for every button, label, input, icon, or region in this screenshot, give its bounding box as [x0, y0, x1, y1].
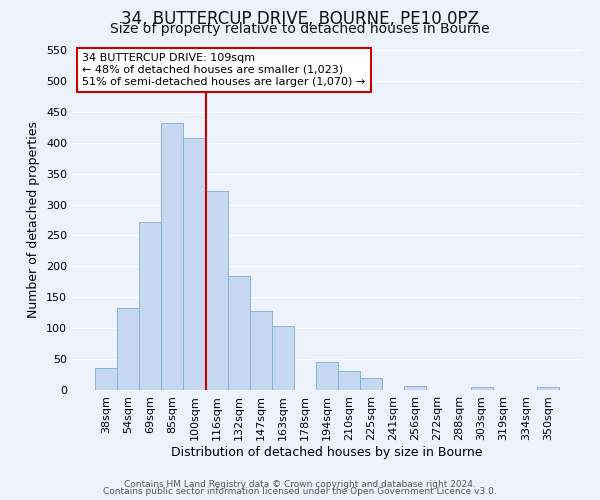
Bar: [537, 387, 559, 390]
Bar: [316, 362, 338, 390]
Bar: [360, 378, 382, 390]
Bar: [250, 311, 272, 390]
Bar: [338, 372, 360, 390]
Bar: [404, 386, 427, 390]
Bar: [227, 276, 250, 390]
Text: Size of property relative to detached houses in Bourne: Size of property relative to detached ho…: [110, 22, 490, 36]
Text: Contains public sector information licensed under the Open Government Licence v3: Contains public sector information licen…: [103, 487, 497, 496]
Bar: [206, 191, 227, 390]
Text: 34 BUTTERCUP DRIVE: 109sqm
← 48% of detached houses are smaller (1,023)
51% of s: 34 BUTTERCUP DRIVE: 109sqm ← 48% of deta…: [82, 54, 365, 86]
Bar: [117, 308, 139, 390]
Bar: [470, 387, 493, 390]
Bar: [161, 123, 184, 390]
Bar: [139, 222, 161, 390]
Bar: [272, 326, 294, 390]
Text: Contains HM Land Registry data © Crown copyright and database right 2024.: Contains HM Land Registry data © Crown c…: [124, 480, 476, 489]
Text: 34, BUTTERCUP DRIVE, BOURNE, PE10 0PZ: 34, BUTTERCUP DRIVE, BOURNE, PE10 0PZ: [121, 10, 479, 28]
X-axis label: Distribution of detached houses by size in Bourne: Distribution of detached houses by size …: [171, 446, 483, 458]
Bar: [184, 138, 206, 390]
Y-axis label: Number of detached properties: Number of detached properties: [28, 122, 40, 318]
Bar: [95, 368, 117, 390]
